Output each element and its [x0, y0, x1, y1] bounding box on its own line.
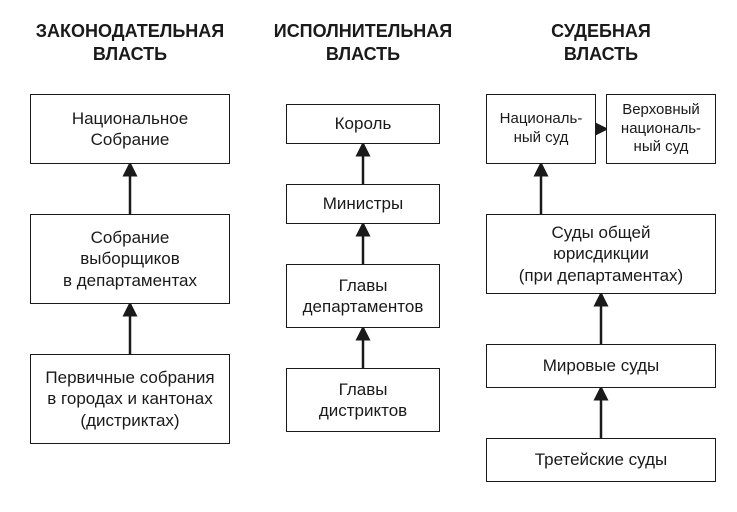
node-exe3: Главыдепартаментов	[286, 264, 440, 328]
diagram-stage: ЗАКОНОДАТЕЛЬНАЯВЛАСТЬ ИСПОЛНИТЕЛЬНАЯВЛАСТ…	[0, 0, 737, 512]
node-exe1: Король	[286, 104, 440, 144]
node-leg1: НациональноеСобрание	[30, 94, 230, 164]
node-label: Верховныйнациональ-ный суд	[621, 101, 701, 157]
node-label: Мировые суды	[543, 355, 660, 376]
node-label: Суды общейюрисдикции(при департаментах)	[519, 222, 683, 286]
node-jud1b: Верховныйнациональ-ный суд	[606, 94, 716, 164]
node-jud1a: Националь-ный суд	[486, 94, 596, 164]
node-leg2: Собраниевыборщиковв департаментах	[30, 214, 230, 304]
node-leg3: Первичные собранияв городах и кантонах(д…	[30, 354, 230, 444]
node-exe2: Министры	[286, 184, 440, 224]
node-jud2: Суды общейюрисдикции(при департаментах)	[486, 214, 716, 294]
node-label: Собраниевыборщиковв департаментах	[63, 227, 197, 291]
node-label: Националь-ный суд	[500, 110, 583, 148]
node-label: Третейские суды	[535, 449, 668, 470]
node-label: Главыдистриктов	[319, 379, 407, 422]
node-jud3: Мировые суды	[486, 344, 716, 388]
node-label: Король	[335, 113, 392, 134]
node-label: Первичные собранияв городах и кантонах(д…	[45, 367, 214, 431]
node-label: НациональноеСобрание	[72, 108, 188, 151]
column-header-judicial: СУДЕБНАЯВЛАСТЬ	[486, 20, 716, 65]
node-exe4: Главыдистриктов	[286, 368, 440, 432]
node-jud4: Третейские суды	[486, 438, 716, 482]
node-label: Министры	[323, 193, 404, 214]
column-header-legislative: ЗАКОНОДАТЕЛЬНАЯВЛАСТЬ	[20, 20, 240, 65]
column-header-executive: ИСПОЛНИТЕЛЬНАЯВЛАСТЬ	[258, 20, 468, 65]
node-label: Главыдепартаментов	[303, 275, 424, 318]
